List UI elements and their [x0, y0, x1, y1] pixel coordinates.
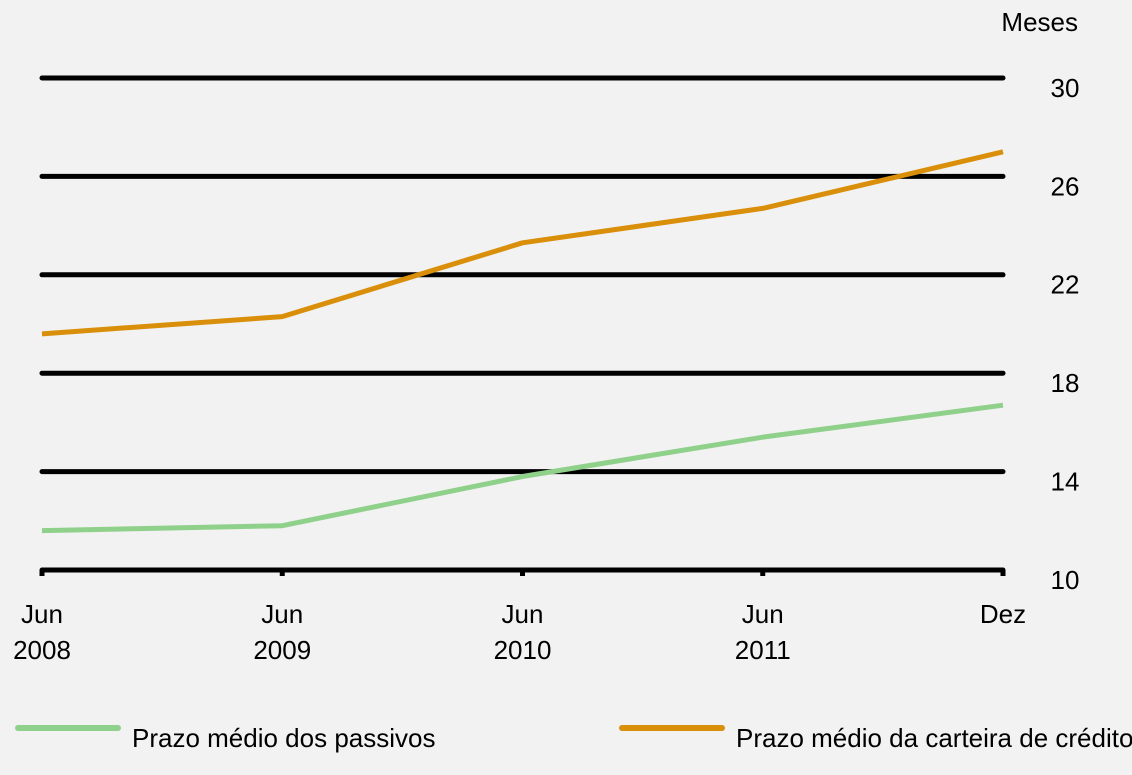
x-tick-label: Jun 2009 — [253, 599, 311, 665]
series-line — [41, 402, 1004, 534]
x-tick-label: Jun 2008 — [13, 599, 71, 665]
y-unit-label: Meses — [1001, 7, 1078, 37]
y-tick-label: 30 — [1051, 73, 1080, 103]
x-tick-label: Dez — [980, 599, 1026, 629]
legend-label: Prazo médio dos passivos — [132, 723, 435, 753]
x-tick-label: Jun 2011 — [735, 599, 791, 665]
y-tick-label: 10 — [1051, 565, 1080, 595]
y-tick-label: 18 — [1051, 368, 1080, 398]
y-tick-label: 14 — [1051, 466, 1080, 496]
y-tick-label: 26 — [1051, 171, 1080, 201]
y-tick-label: 22 — [1051, 270, 1080, 300]
series-line — [41, 149, 1004, 337]
x-tick-label: Jun 2010 — [494, 599, 552, 665]
legend-label: Prazo médio da carteira de crédito — [736, 723, 1132, 753]
